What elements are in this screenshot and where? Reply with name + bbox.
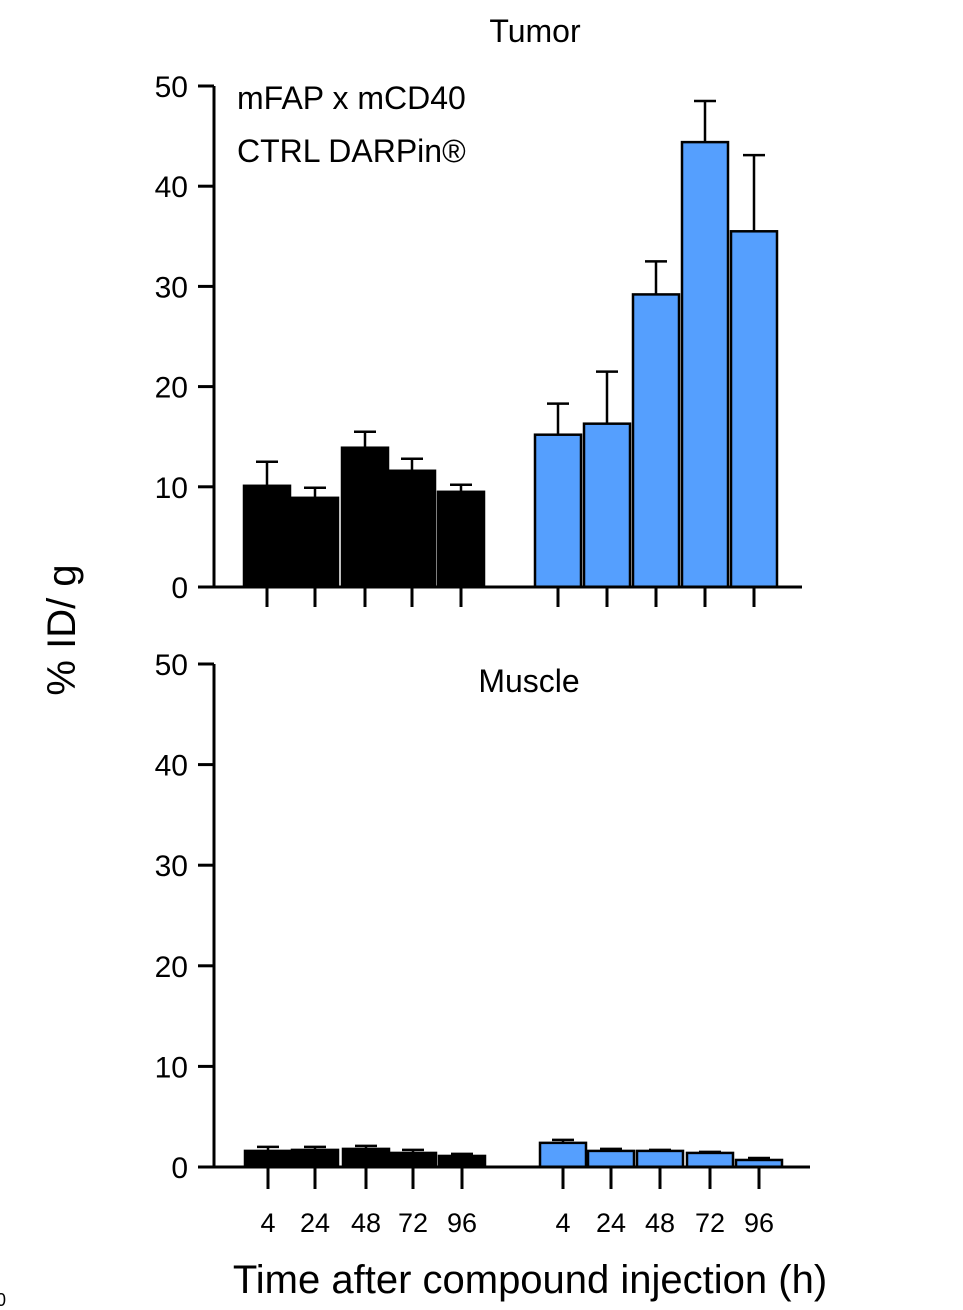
bar <box>635 1149 685 1169</box>
x-tick-label: 96 <box>744 1208 774 1238</box>
x-tick-label: 72 <box>398 1208 428 1238</box>
stray-edge-text: 0 <box>0 1290 6 1310</box>
x-tick-label: 72 <box>695 1208 725 1238</box>
muscle-x-axis: 4 24 48 72 96 4 24 48 72 96 <box>214 1165 810 1238</box>
y-tick-label: 50 <box>155 649 188 682</box>
tumor-x-axis <box>214 585 802 607</box>
y-tick-label: 50 <box>155 71 188 104</box>
y-tick-label: 20 <box>155 372 188 405</box>
tumor-bars <box>242 99 779 589</box>
x-tick-label: 96 <box>447 1208 477 1238</box>
bar <box>243 1149 293 1169</box>
bar <box>341 1147 391 1169</box>
x-axis-label: Time after compound injection (h) <box>233 1258 827 1302</box>
x-tick-label: 4 <box>260 1208 275 1238</box>
bar <box>290 496 340 589</box>
muscle-bars <box>243 1138 784 1169</box>
bar <box>729 230 779 589</box>
bar <box>387 469 437 589</box>
bar <box>680 140 730 589</box>
y-tick-label: 40 <box>155 171 188 204</box>
x-tick-label: 4 <box>555 1208 570 1238</box>
muscle-y-axis: 0 10 20 30 40 50 <box>155 649 216 1185</box>
y-tick-label: 10 <box>155 472 188 505</box>
y-tick-label: 20 <box>155 951 188 984</box>
x-tick-label: 48 <box>645 1208 675 1238</box>
bar <box>290 1148 340 1169</box>
legend-entry-ctrl-darpin: CTRL DARPin® <box>237 133 466 169</box>
y-tick-label: 30 <box>155 850 188 883</box>
legend-entry-mfap-x-mcd40: mFAP x mCD40 <box>237 80 466 116</box>
tumor-legend: mFAP x mCD40 CTRL DARPin® <box>237 80 466 169</box>
muscle-panel: Muscle 0 10 20 30 40 50 4 24 48 72 96 4 24 48 72 96 <box>155 649 810 1238</box>
bar <box>582 422 632 589</box>
bar <box>631 293 681 589</box>
y-tick-label: 0 <box>171 1152 188 1185</box>
y-tick-label: 40 <box>155 750 188 783</box>
bar <box>538 1141 588 1169</box>
bar <box>437 1154 487 1169</box>
x-tick-label: 48 <box>351 1208 381 1238</box>
bar <box>340 446 390 589</box>
tumor-panel-title: Tumor <box>489 13 581 49</box>
bar <box>242 484 292 589</box>
y-tick-label: 10 <box>155 1051 188 1084</box>
muscle-panel-title: Muscle <box>478 663 579 699</box>
x-tick-label: 24 <box>300 1208 330 1238</box>
x-tick-label: 24 <box>596 1208 626 1238</box>
bar <box>685 1151 735 1169</box>
bar <box>388 1151 438 1169</box>
y-tick-label: 0 <box>171 572 188 605</box>
bar <box>533 433 583 589</box>
y-axis-label: % ID/ g <box>40 564 84 695</box>
tumor-panel: Tumor 0 10 20 30 40 50 mFAP x mCD40 CTRL DARP… <box>155 13 802 607</box>
tumor-y-axis: 0 10 20 30 40 50 <box>155 71 216 605</box>
bar <box>586 1149 636 1169</box>
bar <box>436 490 486 589</box>
y-tick-label: 30 <box>155 271 188 304</box>
